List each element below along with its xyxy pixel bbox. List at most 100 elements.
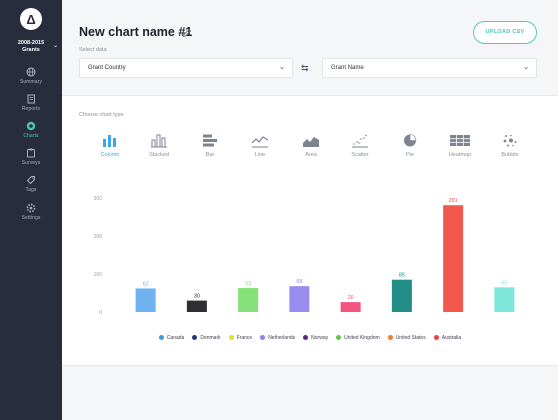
legend-swatch [158, 335, 164, 340]
chart-type-label-text: Line [254, 152, 266, 158]
legend-label: Netherlands [268, 335, 296, 341]
sidebar-item-label: Surveys [21, 160, 41, 166]
scatter-chart-icon [352, 134, 368, 148]
sidebar-item-label: Reports [21, 106, 41, 112]
bar-value-label: 62 [143, 281, 149, 287]
line-chart-icon [251, 136, 269, 148]
sidebar-item-charts[interactable]: Charts [0, 120, 62, 140]
sidebar-item-label: Tags [25, 187, 37, 193]
sidebar-item-tags[interactable]: Tags [0, 174, 62, 194]
gear-icon [26, 203, 36, 213]
y-tick-label: 300 [94, 196, 103, 202]
column-chart: 0 100 200 300 62 30 63 68 26 85 281 65 [94, 196, 515, 316]
legend-swatch [260, 335, 266, 340]
chart-type-bar[interactable]: Bar [190, 133, 230, 158]
bubble-chart-icon [503, 134, 517, 147]
pencil-icon[interactable] [182, 28, 192, 38]
sidebar-item-summary[interactable]: Summary [0, 66, 62, 86]
clipboard-icon [27, 148, 35, 158]
y-tick-label: 100 [94, 272, 103, 278]
bar-canada[interactable] [135, 288, 156, 312]
chart-type-label-text: Bubble [501, 152, 519, 158]
chart-type-pie[interactable]: Pie [390, 133, 430, 158]
chevron-down-icon: ⌄ [279, 64, 285, 71]
chart-type-line[interactable]: Line [240, 133, 280, 158]
globe-icon [26, 67, 36, 77]
legend-item[interactable]: Australia [433, 335, 462, 341]
stacked-chart-icon [151, 134, 167, 148]
swap-icon[interactable]: ⇆ [301, 63, 309, 73]
header-band [62, 0, 558, 96]
page-title: New chart name #1 [79, 25, 193, 39]
bar-netherlands[interactable] [289, 286, 310, 312]
chevron-down-icon: ⌄ [523, 64, 529, 71]
chart-type-label-text: Area [305, 152, 317, 158]
delta-logo-icon: Δ [26, 11, 36, 27]
chart-type-heatmap[interactable]: Heatmap [440, 133, 480, 158]
pie-chart-icon [404, 134, 417, 147]
bar-united-kingdom[interactable] [391, 279, 412, 312]
bar-australia[interactable] [494, 287, 515, 312]
column-chart-icon [103, 135, 116, 147]
legend-item[interactable]: Canada [158, 335, 185, 341]
legend-label: United States [395, 335, 426, 341]
bar-value-label: 68 [296, 279, 302, 285]
footer-band [62, 365, 558, 420]
legend-swatch [192, 335, 198, 340]
bar-chart-icon [203, 134, 217, 147]
area-chart-icon [303, 137, 319, 147]
chart-type-column[interactable]: Column [90, 133, 130, 158]
legend-item[interactable]: Netherlands [260, 335, 295, 341]
legend-item[interactable]: United Kingdom [336, 335, 380, 341]
sidebar-item-surveys[interactable]: Surveys [0, 147, 62, 167]
x-data-select-value: Grant Country [88, 65, 126, 71]
chart-type-stacked[interactable]: Stacked [139, 133, 179, 158]
legend-item[interactable]: Denmark [192, 335, 221, 341]
sidebar-item-settings[interactable]: Settings [0, 202, 62, 222]
chevron-down-icon: ⌄ [52, 43, 58, 49]
bar-denmark[interactable] [186, 300, 207, 312]
legend-label: Canada [166, 335, 185, 341]
select-data-label: Select data [79, 47, 107, 53]
legend-label: France [236, 335, 253, 341]
y-data-select[interactable]: Grant Name ⌄ [322, 58, 537, 78]
chart-type-scatter[interactable]: Scatter [340, 133, 380, 158]
legend-label: United Kingdom [344, 335, 380, 341]
sidebar-item-label: Charts [23, 133, 39, 139]
chart-type-label-text: Column [100, 152, 120, 158]
bar-france[interactable] [238, 288, 259, 312]
app-logo[interactable]: Δ [20, 8, 42, 30]
legend-swatch [387, 335, 393, 340]
legend-label: Australia [441, 335, 462, 341]
chart-type-area[interactable]: Area [291, 133, 331, 158]
chart-type-bubble[interactable]: Bubble [490, 133, 530, 158]
sidebar-item-reports[interactable]: Reports [0, 93, 62, 113]
x-data-select[interactable]: Grant Country ⌄ [79, 58, 293, 78]
bar-value-label: 30 [194, 294, 200, 300]
y-data-select-value: Grant Name [331, 65, 364, 71]
legend-label: Denmark [200, 335, 221, 341]
legend-item[interactable]: France [228, 335, 253, 341]
tag-icon [26, 176, 35, 185]
legend-swatch [336, 335, 342, 340]
chart-icon [26, 121, 36, 131]
upload-csv-button[interactable]: UPLOAD CSV [473, 21, 537, 44]
org-switcher[interactable]: 2008-2015 Grants ⌄ [2, 40, 60, 54]
org-line1: 2008-2015 [17, 40, 45, 46]
legend-item[interactable]: Norway [303, 335, 328, 341]
chart-type-label-text: Heatmap [448, 152, 472, 158]
legend-label: Norway [311, 335, 329, 341]
chart-type-label-text: Bar [205, 152, 215, 158]
chart-type-label-text: Stacked [149, 152, 169, 158]
bar-united-states[interactable] [443, 205, 464, 312]
chart-type-label-text: Scatter [351, 152, 369, 158]
document-icon [27, 94, 35, 104]
bar-norway[interactable] [340, 302, 361, 312]
sidebar: Δ 2008-2015 Grants ⌄ Summary Reports Cha… [0, 0, 62, 420]
legend-item[interactable]: United States [387, 335, 426, 341]
y-tick-label: 200 [94, 234, 103, 240]
legend-swatch [228, 335, 234, 340]
org-line2: Grants [22, 47, 40, 53]
chart-type-label: Choose chart type [79, 112, 124, 118]
